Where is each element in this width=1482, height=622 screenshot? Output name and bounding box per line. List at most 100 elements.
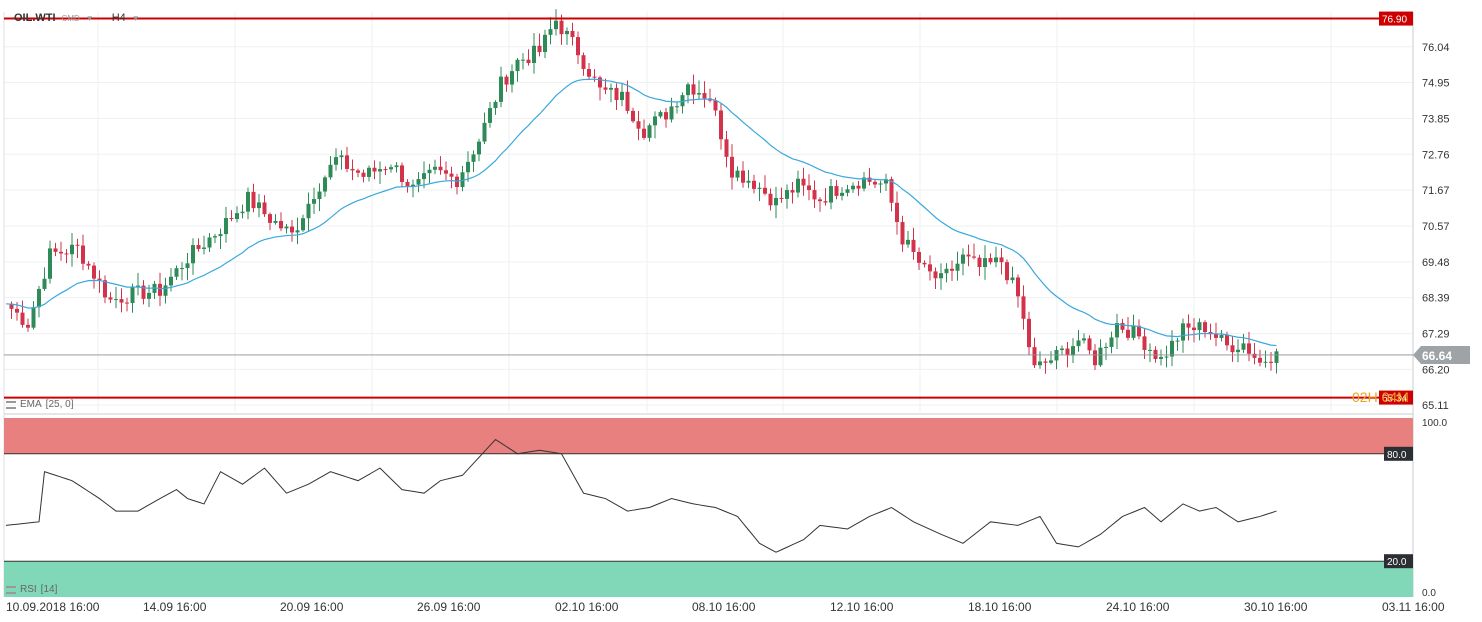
candle (653, 116, 657, 126)
candle (31, 307, 36, 328)
candle (889, 179, 894, 203)
candle (1203, 322, 1207, 333)
symbol-dropdown-icon[interactable]: ▼ (85, 13, 94, 23)
candle (609, 87, 613, 90)
time-tick-label: 02.10 16:00 (555, 600, 619, 614)
ema-settings-icon[interactable] (6, 400, 16, 409)
candle (180, 268, 184, 270)
candle (257, 202, 261, 209)
chart-header: OIL.WTI CMD ▼ H4 ▼ (14, 12, 152, 24)
candle (565, 30, 569, 35)
candle (235, 213, 239, 220)
candle (246, 191, 250, 212)
candle (746, 180, 751, 183)
candle (823, 201, 828, 203)
candle (598, 77, 602, 88)
candle (1087, 338, 1092, 351)
candle (70, 244, 74, 255)
candle (1005, 262, 1009, 281)
price-tick-label: 69.48 (1422, 257, 1450, 269)
candle (1230, 345, 1235, 353)
candle (642, 128, 646, 138)
timeframe-dropdown-icon[interactable]: ▼ (131, 13, 140, 23)
rsi-tick-label: 0.0 (1422, 588, 1436, 599)
candle (389, 167, 393, 170)
candle (763, 187, 767, 194)
candle (1131, 325, 1136, 338)
candle (1186, 323, 1191, 328)
time-tick-label: 10.09.2018 16:00 (6, 600, 100, 614)
candle (1076, 340, 1081, 347)
candle (515, 59, 520, 72)
timeframe-label[interactable]: H4 (111, 12, 126, 24)
candle (499, 76, 503, 102)
candle (1098, 347, 1103, 366)
rsi-level-tag (1384, 446, 1413, 461)
candle (279, 220, 283, 229)
candle (895, 202, 899, 223)
candle (581, 55, 586, 69)
candle (37, 288, 41, 308)
time-tick-label: 03.11 16:00 (1382, 600, 1445, 614)
candle (664, 112, 668, 120)
candle (1225, 335, 1229, 346)
candle (103, 280, 107, 298)
candle (108, 297, 113, 300)
ema-params: [25, 0] (45, 399, 74, 410)
rsi-level-label: 20.0 (1387, 557, 1407, 568)
candle (323, 177, 327, 192)
candle (251, 191, 256, 209)
level-tag (1379, 11, 1413, 26)
symbol-label[interactable]: OIL.WTI (14, 12, 56, 24)
candle (92, 265, 96, 279)
candle (559, 20, 564, 35)
candle (185, 263, 190, 269)
price-tick-label: 74.95 (1422, 77, 1450, 89)
ema-indicator-label[interactable]: EMA [25, 0] (6, 399, 73, 410)
candle (1021, 296, 1026, 319)
candle (427, 169, 432, 174)
candle (312, 199, 316, 204)
candle (884, 179, 888, 184)
candle (713, 100, 718, 111)
candle (977, 257, 982, 267)
candle (1214, 334, 1218, 338)
candle (163, 285, 168, 296)
candle (994, 257, 998, 263)
candle (988, 258, 993, 263)
candle (125, 302, 129, 304)
time-tick-label: 26.09 16:00 (417, 600, 481, 614)
candle (906, 239, 910, 245)
candle (702, 93, 707, 99)
price-tick-label: 70.57 (1422, 221, 1450, 233)
candle (81, 245, 85, 264)
rsi-indicator-label[interactable]: RSI [14] (6, 584, 57, 595)
candle (807, 185, 811, 191)
candle (438, 166, 443, 171)
time-tick-label: 18.10 16:00 (968, 600, 1032, 614)
candle (730, 156, 734, 178)
rsi-settings-icon[interactable] (6, 585, 16, 594)
last-price-label: 66.64 (1422, 349, 1452, 363)
candle (818, 199, 822, 202)
candle (801, 178, 806, 186)
candle (273, 220, 278, 223)
rsi-oversold-zone (4, 561, 1413, 597)
candle (367, 167, 371, 177)
candle (1241, 343, 1246, 350)
candle (1153, 349, 1158, 359)
candle (191, 245, 195, 264)
candle (752, 180, 756, 189)
last-price-tag (1413, 345, 1470, 364)
candle (911, 239, 916, 252)
candle (686, 84, 690, 96)
candle (9, 303, 14, 309)
candle (537, 45, 542, 53)
candle (64, 253, 69, 255)
candle (1137, 325, 1141, 337)
candle (383, 169, 388, 171)
candle (812, 190, 817, 200)
price-tick-label: 73.85 (1422, 114, 1450, 126)
candle (97, 278, 102, 281)
